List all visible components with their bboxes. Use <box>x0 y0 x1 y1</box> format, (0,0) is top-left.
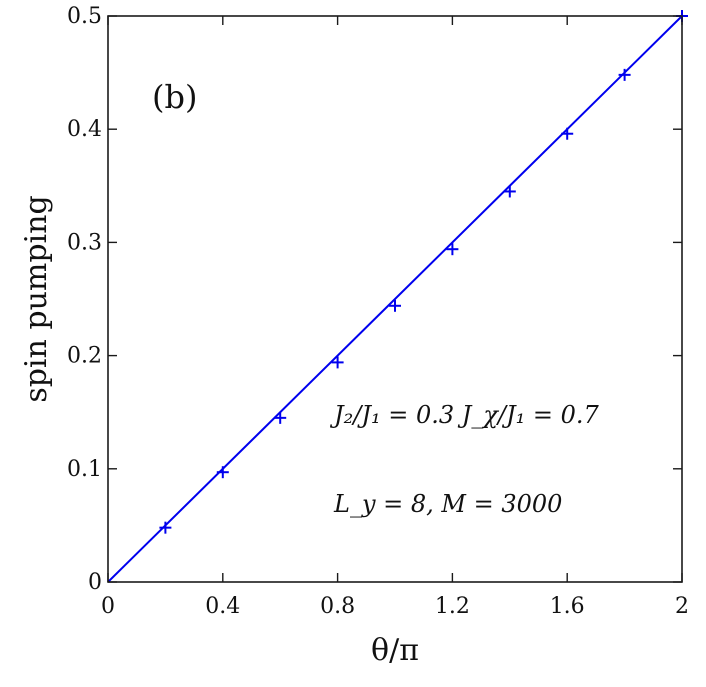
y-tick-label: 0.5 <box>67 4 102 29</box>
x-tick-label: 0.8 <box>320 594 355 619</box>
series-line <box>107 15 683 583</box>
x-tick-label: 1.2 <box>435 594 470 619</box>
annotation-params: L_y = 8, M = 3000 <box>333 490 562 518</box>
y-tick-label: 0.3 <box>67 230 102 255</box>
data-point-marker <box>159 521 172 534</box>
data-point-marker <box>331 356 344 369</box>
x-tick-label: 2 <box>675 594 689 619</box>
x-axis-label: θ/π <box>371 633 419 668</box>
y-tick-label: 0.1 <box>67 457 102 482</box>
plot-frame <box>107 15 683 583</box>
panel-label: (b) <box>152 78 197 116</box>
data-point-marker <box>561 127 574 140</box>
y-tick-label: 0.4 <box>67 117 102 142</box>
x-tick-label: 1.6 <box>550 594 585 619</box>
y-tick-label: 0.2 <box>67 344 102 369</box>
data-point-marker <box>618 68 631 81</box>
data-point-marker <box>274 411 287 424</box>
ticklabels-layer: 0 0.4 0.8 1.2 1.6 2 0 0.1 0.2 0.3 0.4 0.5 <box>67 4 689 619</box>
y-axis-label: spin pumping <box>19 195 54 402</box>
x-tick-label: 0 <box>101 594 115 619</box>
data-point-marker <box>389 299 401 312</box>
data-point-marker <box>216 466 229 479</box>
annotation-coupling: J₂/J₁ = 0.3 J_χ/J₁ = 0.7 <box>329 401 599 429</box>
x-tick-label: 0.4 <box>205 594 240 619</box>
y-tick-label: 0 <box>88 570 102 595</box>
data-point-marker <box>446 243 459 256</box>
data-point-marker <box>503 185 516 198</box>
